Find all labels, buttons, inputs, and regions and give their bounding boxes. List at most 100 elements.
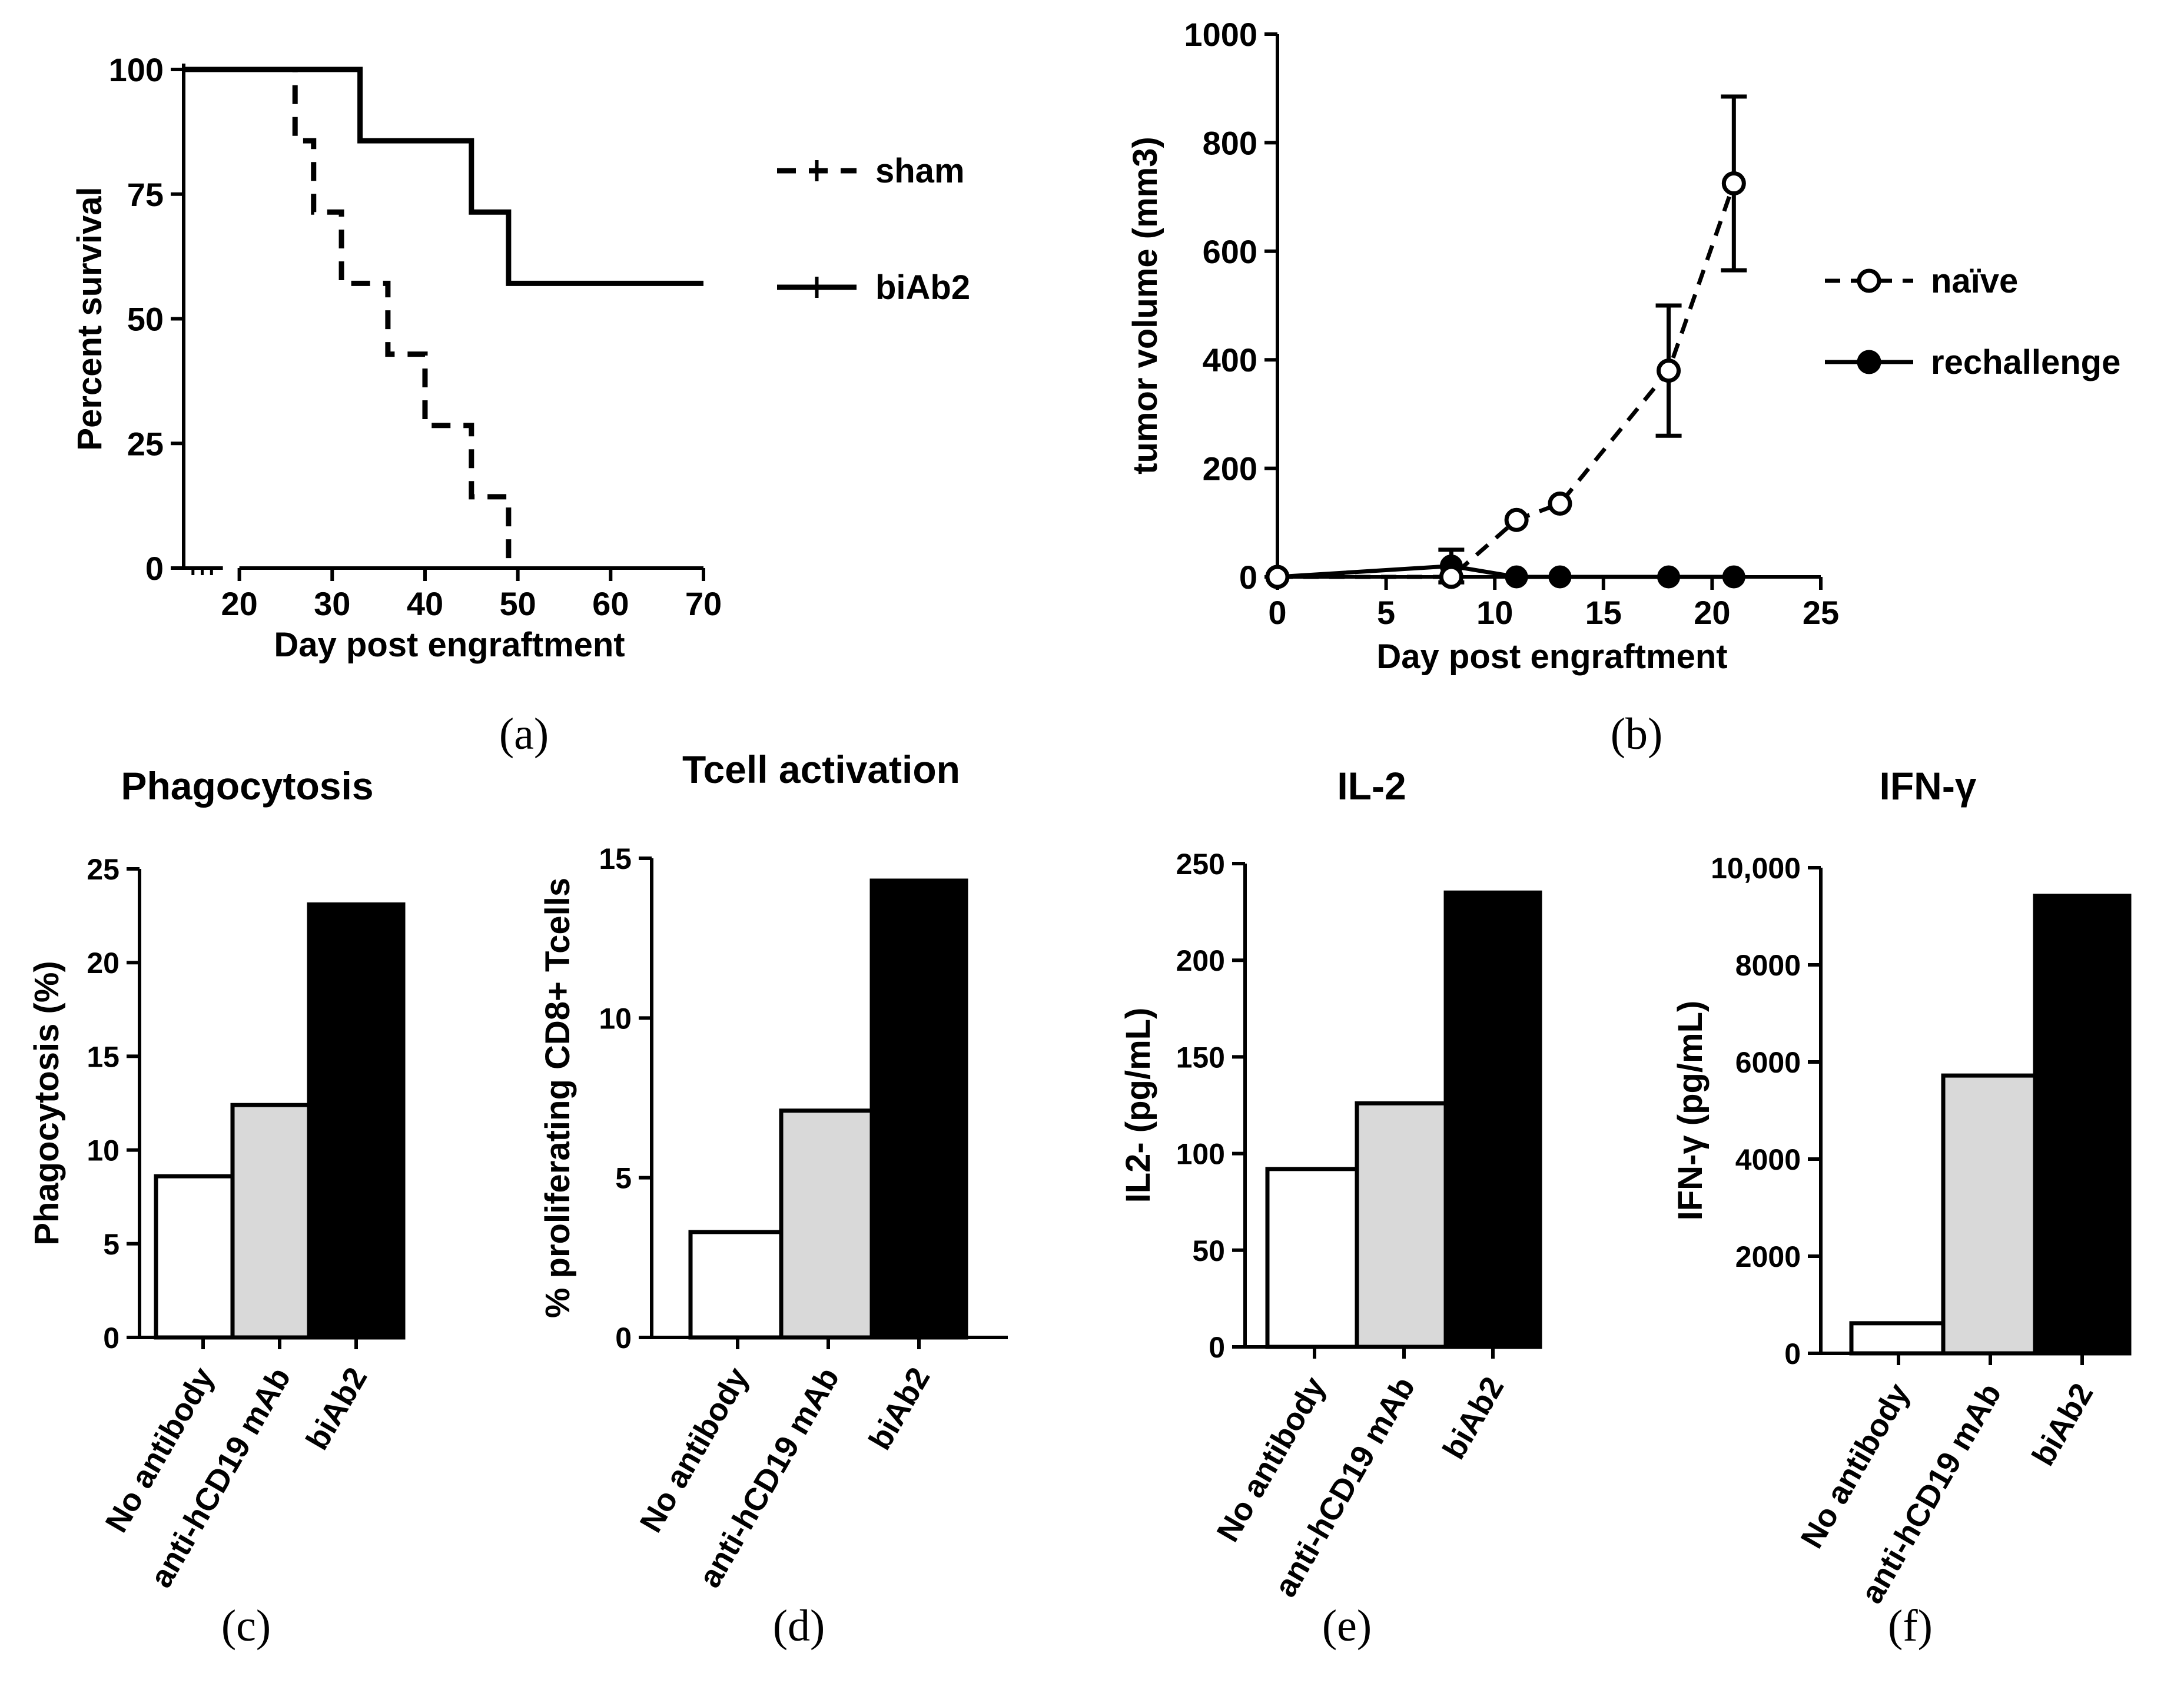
y-axis-label: IFN-γ (pg/mL) xyxy=(1671,1001,1710,1221)
series-rechallenge-point xyxy=(1722,565,1745,589)
legend-biAb2-label: biAb2 xyxy=(875,268,970,307)
y-tick-label: 10,000 xyxy=(1711,852,1801,885)
y-tick-label: 75 xyxy=(127,176,164,213)
panel-label-f: (f) xyxy=(1888,1601,1933,1651)
bar-2 xyxy=(1443,890,1542,1349)
x-tick-label: 60 xyxy=(592,585,629,622)
series-naïve-point xyxy=(1504,507,1529,532)
bar-1 xyxy=(1355,1101,1453,1349)
x-tick-label: 50 xyxy=(499,585,536,622)
legend-naïve-marker xyxy=(1857,268,1881,293)
y-axis-label: Percent survival xyxy=(71,187,109,450)
y-tick-label: 200 xyxy=(1176,944,1225,977)
panel-label-d: (d) xyxy=(773,1601,825,1651)
y-tick-label: 0 xyxy=(103,1322,120,1355)
y-tick-label: 100 xyxy=(1176,1138,1225,1171)
y-axis-label: IL2- (pg/mL) xyxy=(1119,1008,1157,1203)
y-tick-label: 600 xyxy=(1203,233,1257,270)
y-tick-label: 10 xyxy=(599,1002,632,1035)
series-naïve-point xyxy=(1657,358,1681,383)
y-tick-label: 0 xyxy=(1239,559,1257,596)
x-tick-label: 15 xyxy=(1585,594,1622,631)
x-tick-label: 5 xyxy=(1377,594,1395,631)
chart-title: IFN-γ xyxy=(1880,764,1977,808)
series-sham-line xyxy=(184,67,512,568)
series-naïve-point xyxy=(1439,565,1463,589)
panel-label-a: (a) xyxy=(499,709,549,759)
panel-b: 0 200 400 600 800 1000 0 5 10 15 20 25 Day post engr… xyxy=(1126,16,2120,759)
x-tick-label: 20 xyxy=(221,585,257,622)
panel-label-b: (b) xyxy=(1611,709,1663,759)
y-tick-label: 100 xyxy=(109,51,164,88)
bar-0 xyxy=(1265,1167,1364,1349)
y-tick-label: 4000 xyxy=(1735,1143,1801,1176)
x-tick-label: 0 xyxy=(1268,594,1286,631)
x-tick-label: 30 xyxy=(314,585,350,622)
y-tick-label: 6000 xyxy=(1735,1046,1801,1079)
panel-label-c: (c) xyxy=(221,1601,271,1651)
legend-sham-label: sham xyxy=(875,152,965,190)
legend-rechallenge-marker xyxy=(1857,350,1881,374)
y-tick-label: 5 xyxy=(103,1228,120,1261)
series-rechallenge-point xyxy=(1505,565,1528,589)
chart-title: IL-2 xyxy=(1337,764,1406,808)
x-category-label: biAb2 xyxy=(1436,1371,1511,1465)
y-tick-label: 8000 xyxy=(1735,949,1801,982)
y-tick-label: 250 xyxy=(1176,848,1225,881)
series-biAb2-line xyxy=(184,67,703,286)
y-tick-label: 400 xyxy=(1203,341,1257,379)
y-tick-label: 25 xyxy=(127,425,164,462)
y-axis-label: Phagocytosis (%) xyxy=(28,961,66,1245)
bar-2 xyxy=(307,902,406,1340)
y-axis-label: % proliferating CD8+ Tcells xyxy=(539,878,577,1318)
legend-naïve-label: naïve xyxy=(1931,262,2018,300)
x-axis-label: Day post engraftment xyxy=(1376,638,1727,676)
y-tick-label: 50 xyxy=(127,301,164,338)
bar-0 xyxy=(1849,1321,1948,1356)
x-axis-label: Day post engraftment xyxy=(274,626,625,664)
y-tick-label: 15 xyxy=(87,1040,120,1073)
y-axis-label: tumor volume (mm3) xyxy=(1126,137,1164,474)
y-tick-label: 0 xyxy=(1209,1331,1225,1364)
chart-title: Phagocytosis xyxy=(121,764,373,808)
y-tick-label: 0 xyxy=(1784,1337,1801,1370)
legend-rechallenge-label: rechallenge xyxy=(1931,343,2120,381)
y-tick-label: 1000 xyxy=(1184,16,1257,53)
y-tick-label: 0 xyxy=(145,550,164,587)
bar-1 xyxy=(1941,1073,2040,1356)
x-category-label: biAb2 xyxy=(299,1362,374,1456)
y-tick-label: 25 xyxy=(87,853,120,886)
bar-2 xyxy=(869,878,968,1340)
x-tick-label: 40 xyxy=(407,585,443,622)
chart-title: Tcell activation xyxy=(682,748,960,791)
series-rechallenge-point xyxy=(1548,565,1572,589)
series-rechallenge-point xyxy=(1657,565,1681,589)
x-category-label: biAb2 xyxy=(2025,1377,2100,1472)
x-tick-label: 20 xyxy=(1694,594,1730,631)
y-tick-label: 5 xyxy=(615,1162,632,1195)
series-naïve-point xyxy=(1721,171,1746,196)
panel-a: 0 25 50 75 100 20 30 40 50 60 70 Day post engraftme… xyxy=(71,51,970,759)
bar-0 xyxy=(688,1230,787,1340)
x-category-label: biAb2 xyxy=(862,1362,937,1456)
y-tick-label: 15 xyxy=(599,842,632,875)
y-tick-label: 800 xyxy=(1203,124,1257,161)
y-tick-label: 150 xyxy=(1176,1041,1225,1074)
y-tick-label: 0 xyxy=(615,1322,632,1355)
y-tick-label: 200 xyxy=(1203,450,1257,487)
x-tick-label: 25 xyxy=(1803,594,1839,631)
y-tick-label: 10 xyxy=(87,1134,120,1167)
bar-2 xyxy=(2033,894,2132,1356)
y-tick-label: 20 xyxy=(87,947,120,980)
x-tick-label: 10 xyxy=(1476,594,1513,631)
bar-1 xyxy=(779,1108,878,1340)
x-tick-label: 70 xyxy=(685,585,722,622)
panel-label-e: (e) xyxy=(1322,1601,1372,1651)
series-naïve-point xyxy=(1548,492,1572,516)
series-naïve-point xyxy=(1265,565,1290,589)
